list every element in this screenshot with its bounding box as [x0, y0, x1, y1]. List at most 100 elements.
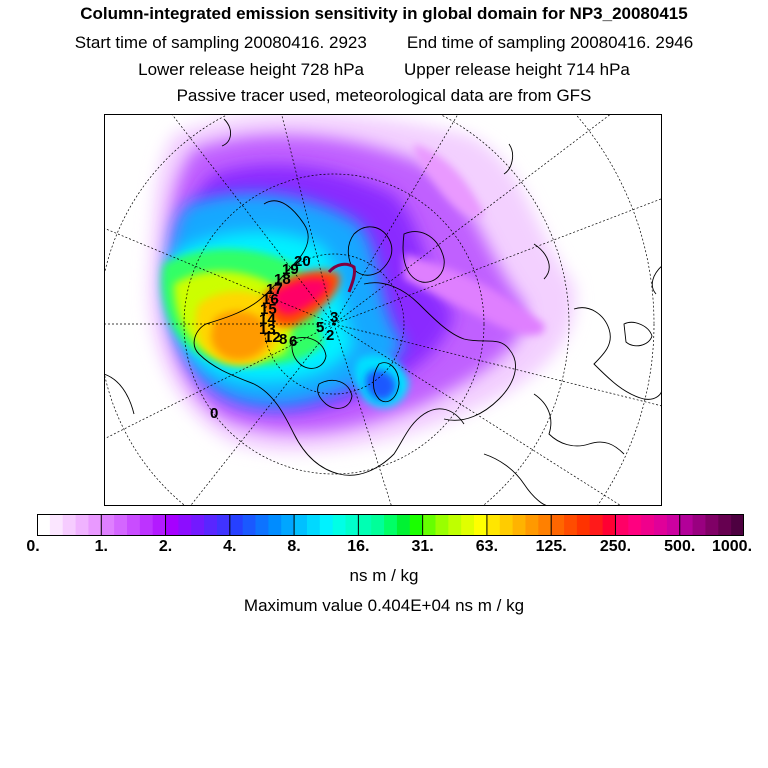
figure-title: Column-integrated emission sensitivity i… [80, 4, 688, 23]
colorbar-cell [242, 514, 256, 536]
colorbar-cell [602, 514, 616, 536]
colorbar-cell [499, 514, 514, 536]
colorbar-cell [229, 514, 244, 536]
colorbar-cell [692, 514, 706, 536]
colorbar-cell [525, 514, 539, 536]
colorbar-cell [358, 514, 372, 536]
colorbar-cell [332, 514, 346, 536]
colorbar-cell [204, 514, 218, 536]
track-label: 14 [259, 311, 276, 328]
colorbar-cell [281, 514, 295, 536]
colorbar-cell [679, 514, 693, 536]
track-labels: 20 19 18 17 16 15 14 13 12 8 6 5 3 2 0 [210, 253, 338, 422]
colorbar-cell [114, 514, 128, 536]
colorbar-cell [191, 514, 205, 536]
colorbar-tick-label: 4. [223, 538, 237, 555]
colorbar-cell [654, 514, 668, 536]
colorbar-cell [705, 514, 719, 536]
colorbar-cell [152, 514, 166, 536]
colorbar-units: ns m / kg [349, 566, 419, 585]
track-label: 5 [316, 319, 324, 336]
start-time-label: Start time of sampling 20080416. 2923 [74, 33, 367, 52]
colorbar-cell [615, 514, 629, 536]
colorbar-tick-label: 16. [347, 538, 370, 555]
lower-release-label: Lower release height 728 hPa [138, 60, 364, 79]
colorbar-cell [435, 514, 449, 536]
colorbar-tick-label: 1000. [711, 538, 753, 555]
track-label: 18 [274, 271, 291, 288]
colorbar-cell [538, 514, 552, 536]
colorbar-cell [75, 514, 89, 536]
upper-release-label: Upper release height 714 hPa [404, 60, 630, 79]
sensitivity-field [148, 114, 576, 452]
emission-sensitivity-map: 20 19 18 17 16 15 14 13 12 8 6 5 3 2 0 [104, 114, 662, 506]
colorbar-cell [319, 514, 334, 536]
tracer-info-label: Passive tracer used, meteorological data… [176, 86, 592, 105]
colorbar-cells [37, 514, 744, 536]
colorbar-cell [666, 514, 681, 536]
track-label: 0 [210, 405, 218, 422]
colorbar-cell [628, 514, 642, 536]
colorbar-cell [37, 514, 51, 536]
colorbar [37, 514, 744, 536]
colorbar-cell [371, 514, 385, 536]
colorbar-cell [448, 514, 462, 536]
track-label: 2 [326, 327, 334, 344]
track-label: 16 [262, 291, 279, 308]
colorbar-tick-label: 8. [287, 538, 301, 555]
colorbar-cell [165, 514, 179, 536]
colorbar-cell [589, 514, 603, 536]
colorbar-tick-label: 2. [158, 538, 173, 555]
colorbar-cell [88, 514, 102, 536]
track-label: 12 [264, 329, 281, 346]
colorbar-tick-label: 125. [535, 538, 567, 555]
colorbar-cell [396, 514, 411, 536]
colorbar-tick-label: 250. [599, 538, 632, 555]
colorbar-frame [37, 514, 744, 536]
colorbar-cell [576, 514, 591, 536]
colorbar-cell [62, 514, 76, 536]
colorbar-tick-label: 31. [411, 538, 434, 555]
colorbar-tick-label: 63. [475, 538, 499, 555]
colorbar-cell [409, 514, 424, 536]
graticule [104, 114, 662, 506]
colorbar-cell [564, 514, 578, 536]
colorbar-tick-label: 500. [664, 538, 696, 555]
track-label: 8 [279, 331, 287, 348]
map-frame [104, 114, 662, 506]
track-label: 17 [266, 281, 283, 298]
colorbar-cell [384, 514, 398, 536]
track-label: 15 [260, 301, 277, 318]
colorbar-cell [216, 514, 231, 536]
colorbar-cell [512, 514, 526, 536]
colorbar-cell [551, 514, 565, 536]
colorbar-cell [345, 514, 359, 536]
colorbar-cell [294, 514, 308, 536]
colorbar-cell [49, 514, 64, 536]
colorbar-tick-label: 0. [26, 538, 40, 555]
colorbar-cell [101, 514, 115, 536]
track-label: 6 [289, 333, 297, 350]
colorbar-cell [474, 514, 488, 536]
track-label: 13 [259, 321, 276, 338]
colorbar-cell [178, 514, 192, 536]
end-time-label: End time of sampling 20080416. 2946 [406, 33, 694, 52]
colorbar-cell [126, 514, 141, 536]
track-label: 3 [330, 309, 338, 326]
colorbar-dividers [100, 514, 681, 536]
colorbar-cell [306, 514, 321, 536]
colorbar-tick-label: 1. [94, 538, 108, 555]
colorbar-cell [486, 514, 501, 536]
colorbar-cell [422, 514, 436, 536]
colorbar-cell [461, 514, 475, 536]
colorbar-cell [268, 514, 282, 536]
colorbar-cell [139, 514, 154, 536]
release-height-row: Lower release height 728 hPa Upper releas… [0, 60, 768, 80]
track-label: 19 [282, 261, 299, 278]
colorbar-cell [731, 514, 744, 536]
maximum-value-label: Maximum value 0.404E+04 ns m / kg [243, 596, 525, 615]
coastlines [104, 118, 662, 506]
track-label: 20 [294, 253, 311, 270]
colorbar-cell [255, 514, 269, 536]
colorbar-cell [641, 514, 655, 536]
